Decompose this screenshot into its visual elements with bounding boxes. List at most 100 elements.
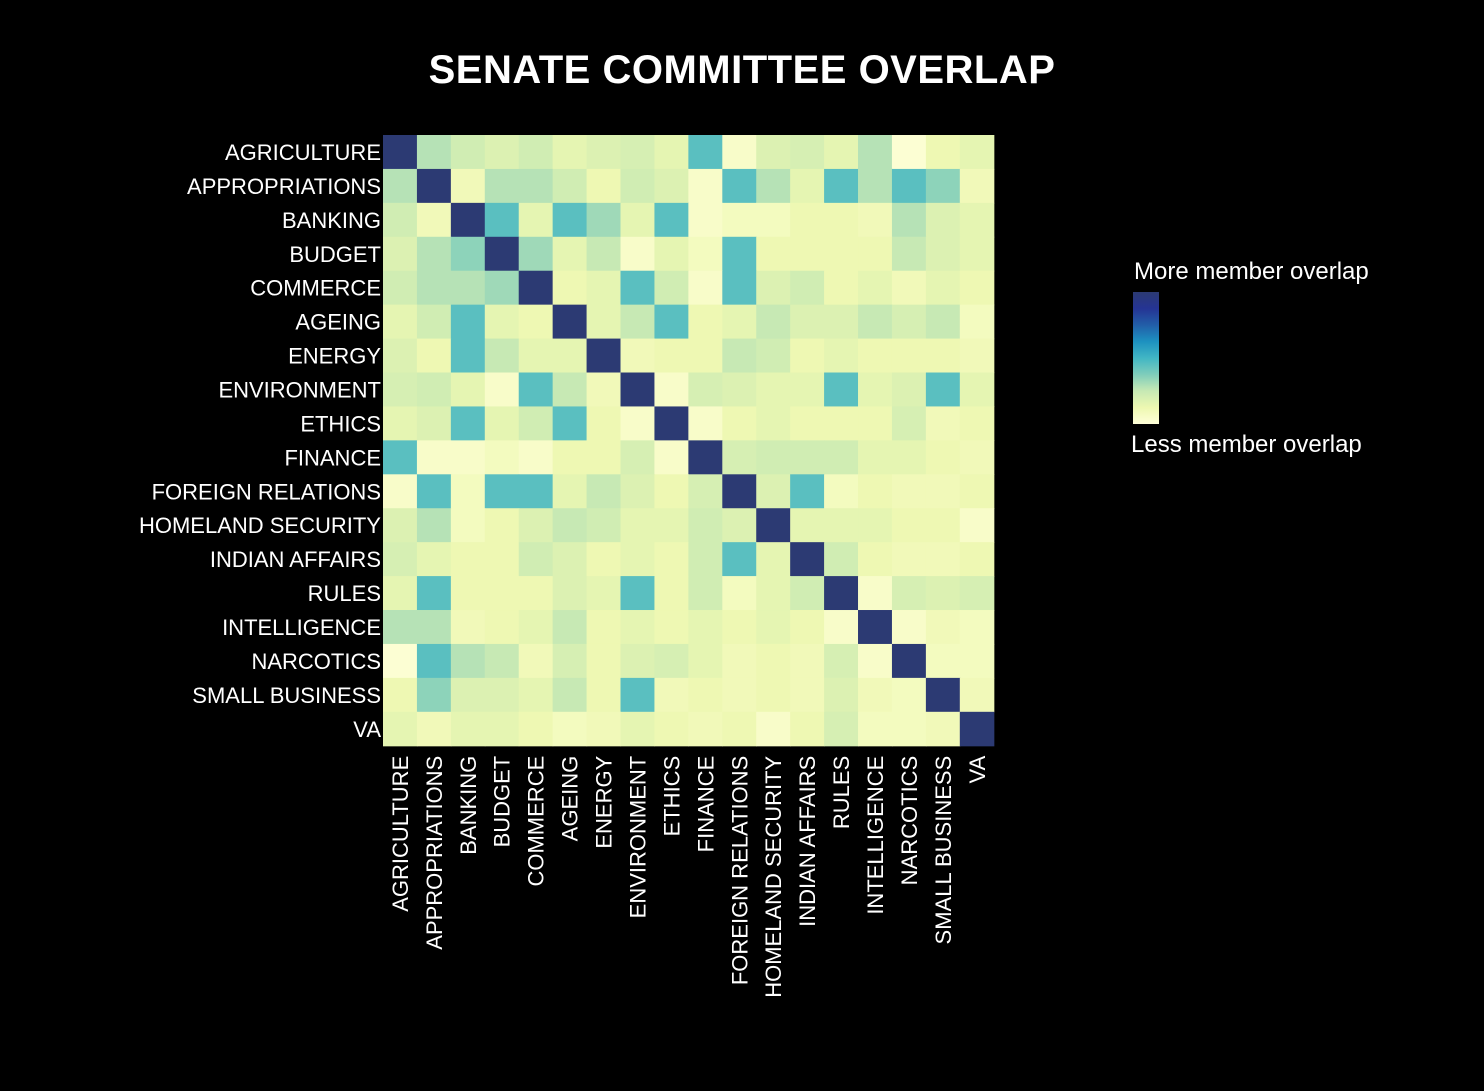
heatmap-cell: [383, 406, 418, 441]
heatmap-cell: [790, 270, 825, 306]
heatmap-cell: [688, 643, 723, 679]
legend-high-label: More member overlap: [1134, 258, 1369, 285]
heatmap-cell: [484, 338, 520, 374]
heatmap-cell: [552, 304, 588, 340]
heatmap-cell: [756, 643, 791, 679]
heatmap-cell: [824, 677, 859, 713]
heatmap-cell: [450, 576, 486, 611]
heatmap-cell: [620, 202, 656, 238]
heatmap-cell: [654, 406, 689, 441]
row-label: SMALL BUSINESS: [192, 683, 381, 708]
heatmap-cell: [654, 372, 689, 408]
heatmap-cell: [416, 304, 452, 340]
heatmap-cell: [620, 576, 656, 611]
heatmap-cell: [858, 474, 893, 509]
heatmap-cell: [688, 508, 723, 543]
heatmap-cell: [959, 135, 995, 170]
heatmap-cell: [824, 474, 859, 509]
heatmap-cell: [450, 236, 486, 272]
heatmap-cell: [416, 202, 452, 238]
heatmap-cell: [824, 270, 859, 306]
heatmap-cell: [484, 677, 520, 713]
heatmap-cell: [484, 440, 520, 475]
heatmap-cell: [756, 372, 791, 408]
heatmap-cell: [416, 542, 452, 577]
col-labels: AGRICULTURE APPROPRIATIONS BANKING BUDGET CO…: [388, 755, 990, 997]
heatmap-cell: [688, 440, 723, 475]
heatmap-cell: [518, 508, 554, 543]
heatmap-cell: [722, 202, 757, 238]
heatmap-cell: [654, 440, 689, 475]
row-label: VA: [353, 717, 381, 742]
heatmap-cell: [552, 474, 588, 509]
heatmap-cell: [790, 202, 825, 238]
heatmap-cell: [620, 508, 656, 543]
heatmap-cell: [790, 440, 825, 475]
heatmap-cell: [858, 270, 893, 306]
heatmap-cell: [858, 338, 893, 374]
heatmap-cell: [959, 576, 995, 611]
col-label: BUDGET: [490, 756, 515, 848]
heatmap-cell: [518, 474, 554, 509]
heatmap-cell: [518, 135, 554, 170]
heatmap-cell: [925, 542, 961, 577]
heatmap-cell: [654, 610, 689, 645]
heatmap-cell: [518, 236, 554, 272]
heatmap-cell: [586, 576, 622, 611]
heatmap-cell: [756, 440, 791, 475]
col-label: RULES: [829, 756, 854, 829]
heatmap-cell: [552, 508, 588, 543]
heatmap-cell: [959, 677, 995, 713]
heatmap-cell: [756, 542, 791, 577]
heatmap-cell: [688, 270, 723, 306]
heatmap-cell: [858, 440, 893, 475]
heatmap-cell: [620, 542, 656, 577]
col-label: INTELLIGENCE: [863, 756, 888, 915]
heatmap-cell: [891, 135, 927, 170]
heatmap-cell: [891, 677, 927, 713]
heatmap-cell: [552, 406, 588, 441]
heatmap-cell: [620, 406, 656, 441]
heatmap-cell: [586, 643, 622, 679]
heatmap-cell: [484, 168, 520, 204]
heatmap-cell: [484, 643, 520, 679]
heatmap-cell: [722, 610, 757, 645]
heatmap-cell: [722, 270, 757, 306]
heatmap-cell: [518, 372, 554, 408]
heatmap-cell: [790, 168, 825, 204]
heatmap-cell: [484, 610, 520, 645]
heatmap-cell: [688, 406, 723, 441]
row-label: FINANCE: [284, 445, 381, 470]
heatmap-cell: [450, 474, 486, 509]
heatmap-cell: [484, 202, 520, 238]
heatmap-cell: [484, 236, 520, 272]
heatmap-cell: [552, 270, 588, 306]
heatmap-cell: [959, 202, 995, 238]
heatmap-cell: [383, 270, 418, 306]
heatmap-cell: [450, 643, 486, 679]
heatmap-cell: [722, 135, 757, 170]
heatmap-cell: [688, 202, 723, 238]
heatmap-cell: [756, 508, 791, 543]
heatmap-cell: [383, 135, 418, 170]
heatmap-cell: [484, 270, 520, 306]
heatmap-cell: [824, 168, 859, 204]
heatmap-cell: [552, 677, 588, 713]
heatmap-cell: [383, 338, 418, 374]
heatmap-cell: [959, 304, 995, 340]
heatmap-cell: [858, 406, 893, 441]
heatmap-cell: [925, 236, 961, 272]
heatmap-cell: [484, 508, 520, 543]
heatmap-cell: [586, 406, 622, 441]
heatmap-cell: [586, 508, 622, 543]
heatmap-cell: [722, 372, 757, 408]
heatmap-cell: [959, 168, 995, 204]
row-label: BANKING: [282, 208, 381, 233]
heatmap-cell: [756, 474, 791, 509]
heatmap-cell: [959, 372, 995, 408]
heatmap-cell: [858, 508, 893, 543]
heatmap-cell: [891, 270, 927, 306]
heatmap-cell: [925, 406, 961, 441]
heatmap-cell: [925, 643, 961, 679]
